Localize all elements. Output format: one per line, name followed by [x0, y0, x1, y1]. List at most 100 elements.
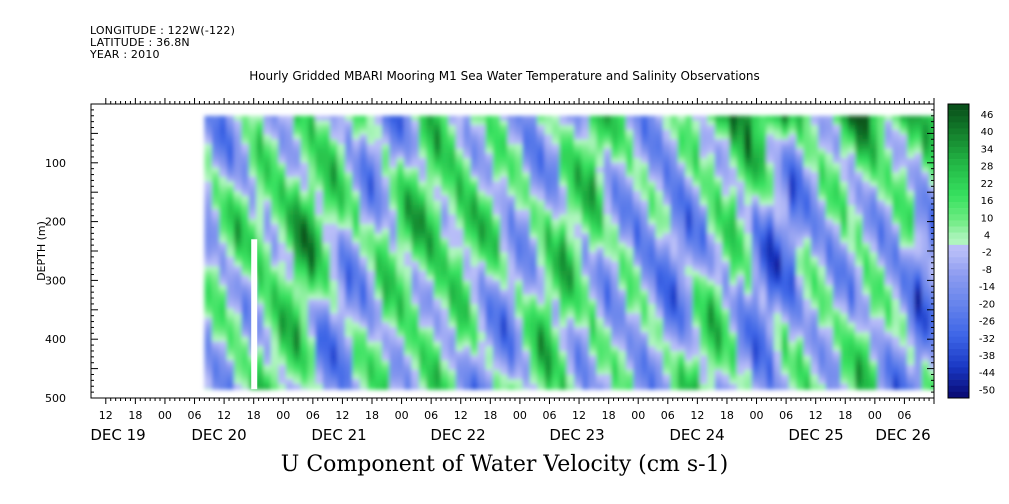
heat-cell	[759, 120, 767, 126]
heat-cell	[241, 209, 250, 216]
heat-cell	[404, 158, 412, 164]
heat-cell	[581, 181, 590, 187]
heat-cell	[211, 200, 220, 206]
heat-cell	[648, 365, 657, 371]
heat-cell	[759, 153, 767, 159]
heat-cell	[204, 360, 213, 366]
heat-cell	[522, 125, 531, 131]
heat-cell	[337, 294, 346, 300]
heat-cell	[241, 125, 250, 131]
heat-cell	[433, 238, 442, 244]
heat-cell	[736, 176, 745, 183]
heat-cell	[337, 224, 346, 230]
heat-cell	[537, 374, 546, 380]
heat-cell	[744, 148, 753, 154]
heat-cell	[648, 181, 657, 187]
heat-cell	[426, 383, 435, 390]
heat-cell	[648, 125, 657, 131]
heat-cell	[559, 285, 568, 291]
heat-cell	[270, 139, 279, 145]
heat-cell	[418, 134, 427, 140]
heat-cell	[211, 266, 220, 272]
heat-cell	[603, 369, 612, 376]
heat-cell	[618, 134, 627, 140]
heat-cell	[707, 355, 716, 361]
heat-cell	[344, 374, 353, 380]
heat-cell	[685, 153, 693, 159]
heat-cell	[441, 186, 449, 192]
heat-cell	[707, 247, 716, 253]
heat-cell	[411, 285, 420, 291]
heat-cell	[581, 294, 590, 300]
heat-cell	[625, 139, 634, 145]
heat-cell	[219, 153, 228, 159]
heat-cell	[263, 205, 272, 211]
heat-cell	[744, 129, 753, 136]
heat-cell	[803, 247, 812, 253]
heat-cell	[359, 336, 368, 343]
heat-cell	[411, 129, 420, 136]
heat-cell	[677, 318, 686, 324]
heat-cell	[611, 238, 620, 244]
heat-cell	[662, 181, 671, 187]
heat-cell	[241, 162, 250, 169]
heat-cell	[278, 346, 287, 352]
heat-cell	[522, 360, 531, 366]
heat-cell	[352, 294, 361, 300]
heat-cell	[248, 125, 257, 131]
heat-cell	[263, 144, 272, 150]
heat-cell	[293, 205, 302, 211]
heat-cell	[270, 351, 279, 357]
heat-cell	[352, 369, 361, 376]
heat-cell	[352, 167, 361, 173]
heat-cell	[418, 271, 427, 277]
heat-cell	[418, 355, 427, 361]
heat-cell	[307, 172, 316, 178]
heat-cell	[307, 289, 316, 296]
heat-cell	[677, 195, 686, 201]
heat-cell	[662, 233, 671, 239]
heat-cell	[478, 167, 486, 173]
heat-cell	[396, 303, 405, 310]
heat-cell	[692, 134, 701, 140]
heat-cell	[581, 369, 590, 376]
heat-cell	[285, 233, 294, 239]
heat-cell	[677, 299, 686, 305]
heat-cell	[744, 336, 753, 343]
heat-cell	[677, 346, 686, 352]
heat-cell	[670, 388, 679, 390]
heat-cell	[433, 205, 442, 211]
heat-cell	[736, 181, 745, 187]
heat-cell	[574, 228, 583, 234]
heat-cell	[219, 148, 228, 154]
heat-cell	[256, 369, 265, 376]
heat-cell	[359, 285, 368, 291]
heat-cell	[211, 341, 220, 347]
heat-cell	[270, 369, 279, 376]
heat-cell	[581, 228, 590, 234]
heat-cell	[307, 120, 316, 126]
heat-cell	[766, 158, 775, 164]
heat-cell	[670, 139, 679, 145]
heat-cell	[574, 247, 583, 253]
heat-cell	[293, 313, 302, 319]
heat-cell	[463, 303, 472, 310]
heat-cell	[485, 129, 494, 136]
heat-cell	[234, 233, 242, 239]
heat-cell	[448, 186, 457, 192]
heat-cell	[818, 129, 827, 136]
heat-cell	[707, 186, 716, 192]
heat-cell	[478, 144, 486, 150]
heat-cell	[389, 256, 398, 263]
heat-cell	[707, 261, 716, 267]
heat-cell	[263, 228, 272, 234]
heat-cell	[603, 129, 612, 136]
heat-cell	[448, 275, 457, 281]
heat-cell	[633, 289, 642, 296]
heat-cell	[367, 271, 376, 277]
heat-cell	[478, 280, 486, 286]
heat-cell	[396, 275, 405, 281]
heat-cell	[529, 214, 538, 220]
heat-cell	[810, 383, 819, 390]
heat-cell	[618, 233, 627, 239]
